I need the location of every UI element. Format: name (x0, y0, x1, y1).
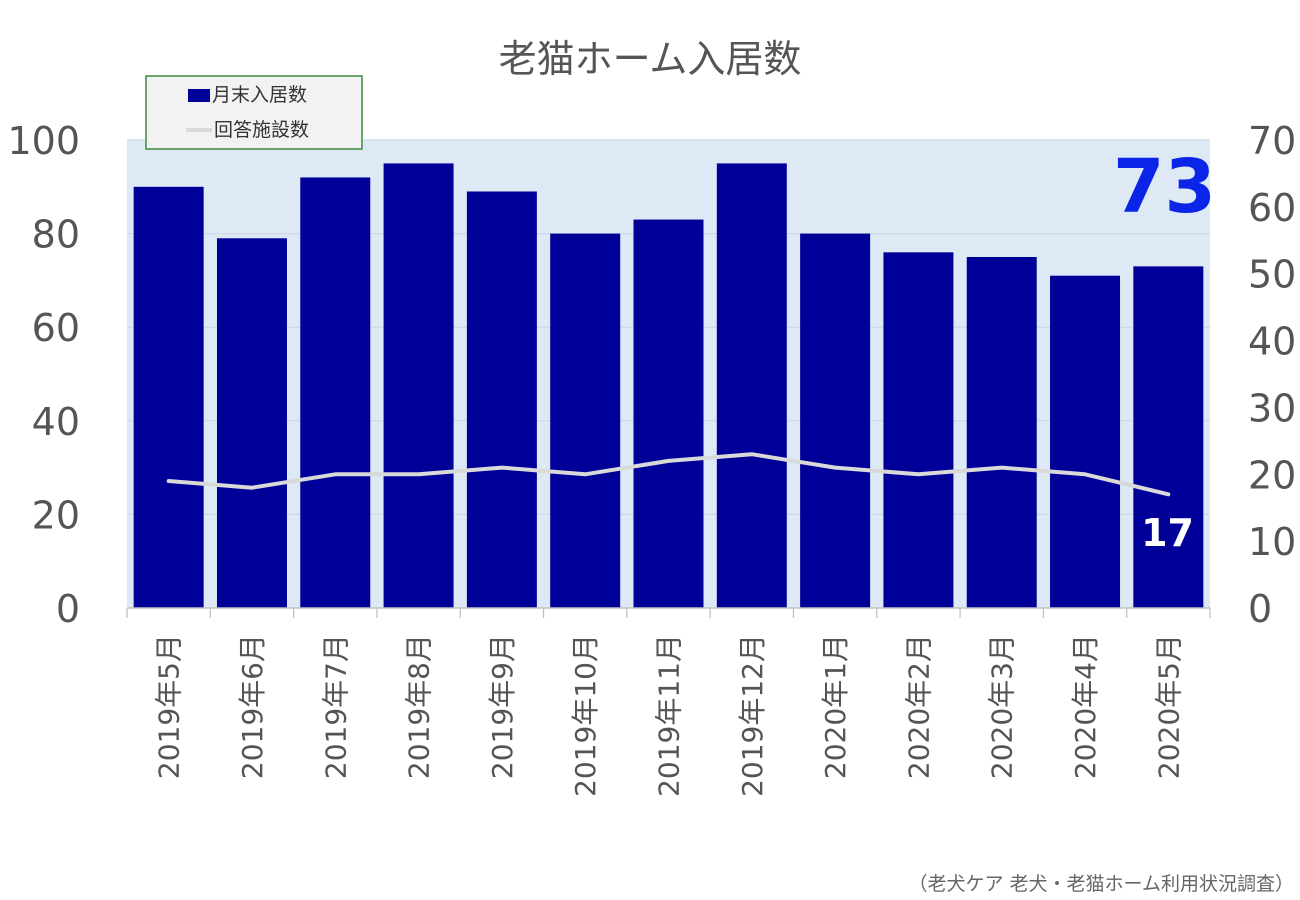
legend-box (145, 75, 363, 150)
x-tick-label: 2019年8月 (403, 634, 436, 779)
bar (1133, 266, 1204, 608)
bar (216, 238, 287, 608)
y-left-tick-label: 40 (32, 400, 80, 444)
x-tick-label: 2019年11月 (653, 634, 686, 797)
bar (466, 191, 537, 609)
y-right-tick-label: 70 (1248, 119, 1296, 163)
y-left-tick-label: 20 (32, 493, 80, 537)
x-tick-label: 2019年6月 (236, 634, 269, 779)
series-line (166, 452, 1171, 497)
legend-label-bar: 月末入居数 (212, 84, 307, 106)
bar (1050, 275, 1121, 608)
axes: 0 20 40 60 80 100 0 10 20 30 40 50 60 70 2019年5月 2019年6… (7, 119, 1296, 797)
y-left-tick-label: 80 (32, 213, 80, 257)
bar (383, 163, 454, 608)
y-right-tick-label: 10 (1248, 520, 1296, 564)
x-tick-label: 2019年7月 (319, 634, 352, 779)
bar (716, 163, 787, 608)
bar (633, 219, 704, 608)
x-tick-label: 2020年1月 (819, 634, 852, 779)
legend-swatch-bar (188, 89, 210, 102)
bar-series (133, 163, 1204, 609)
y-right-tick-label: 40 (1248, 320, 1296, 364)
y-right-tick-label: 20 (1248, 453, 1296, 497)
y-left-tick-label: 0 (56, 587, 80, 631)
legend-label-line: 回答施設数 (214, 119, 309, 141)
bar (966, 257, 1037, 608)
y-left-tick-label: 100 (7, 119, 80, 163)
x-tick-label: 2019年10月 (569, 634, 602, 797)
bar (133, 186, 204, 609)
chart-title: 老猫ホーム入居数 (499, 37, 802, 81)
bar (300, 177, 371, 608)
y-right-tick-label: 60 (1248, 186, 1296, 230)
callout-last-bar-value: 73 (1113, 144, 1216, 230)
x-tick-label: 2019年9月 (486, 634, 519, 779)
x-tick-label: 2019年5月 (153, 634, 186, 779)
bar (883, 252, 954, 608)
y-right-tick-label: 0 (1248, 587, 1272, 631)
line-series (166, 452, 1171, 497)
y-right-tick-label: 50 (1248, 253, 1296, 297)
bar (800, 233, 871, 608)
y-right-tick-label: 30 (1248, 386, 1296, 430)
legend: 月末入居数 回答施設数 (145, 75, 363, 150)
source-note: （老犬ケア 老犬・老猫ホーム利用状況調査） (909, 873, 1294, 895)
callouts: 73 17 (1113, 144, 1216, 555)
x-tick-label: 2019年12月 (736, 634, 769, 797)
x-tick-label: 2020年4月 (1069, 634, 1102, 779)
y-left-tick-label: 60 (32, 306, 80, 350)
bar (550, 233, 621, 608)
x-tick-label: 2020年2月 (902, 634, 935, 779)
callout-last-line-value: 17 (1141, 511, 1194, 555)
x-tick-label: 2020年5月 (1152, 634, 1185, 779)
x-tick-label: 2020年3月 (986, 634, 1019, 779)
